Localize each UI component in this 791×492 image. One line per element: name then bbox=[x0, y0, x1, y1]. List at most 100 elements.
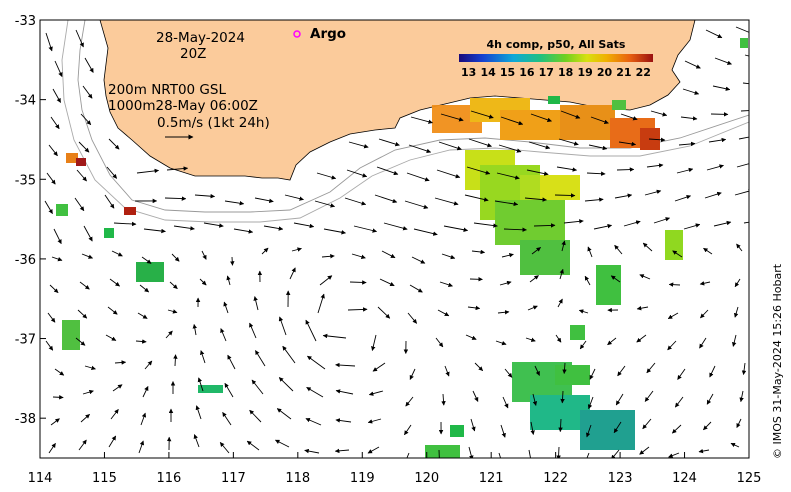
current-vector bbox=[700, 309, 709, 319]
x-tick-label: 118 bbox=[285, 471, 310, 486]
colorbar-tick-label: 21 bbox=[616, 66, 631, 79]
current-vector bbox=[142, 385, 149, 398]
colorbar-tick-label: 15 bbox=[500, 66, 515, 79]
current-vector bbox=[82, 389, 94, 395]
current-vector bbox=[615, 393, 624, 406]
current-vector bbox=[50, 418, 60, 426]
current-vector bbox=[533, 223, 556, 228]
x-tick-label: 121 bbox=[479, 471, 504, 486]
current-vector bbox=[322, 333, 347, 339]
current-vector bbox=[703, 421, 712, 431]
current-vector bbox=[164, 196, 187, 201]
current-vector bbox=[593, 223, 613, 230]
current-vector bbox=[408, 144, 432, 154]
current-vector bbox=[441, 253, 456, 260]
current-vector bbox=[166, 166, 189, 171]
current-vector bbox=[579, 340, 587, 350]
current-vector bbox=[563, 219, 584, 224]
current-vector bbox=[497, 310, 510, 315]
current-vector bbox=[200, 350, 206, 364]
current-vector bbox=[438, 141, 462, 151]
current-vector bbox=[104, 194, 115, 209]
current-vector bbox=[44, 200, 53, 214]
current-vector bbox=[735, 26, 749, 35]
current-vector bbox=[472, 390, 479, 402]
current-vector bbox=[610, 275, 621, 283]
current-vector bbox=[278, 377, 294, 392]
current-vector bbox=[173, 354, 178, 367]
current-vector bbox=[80, 113, 92, 126]
current-vector bbox=[110, 409, 119, 420]
current-vector bbox=[77, 309, 88, 319]
current-vector bbox=[713, 220, 732, 227]
current-vector bbox=[712, 85, 731, 91]
current-vector bbox=[78, 141, 90, 153]
current-vector bbox=[376, 166, 399, 176]
current-vector bbox=[500, 424, 506, 438]
current-vector bbox=[109, 278, 120, 287]
bathymetry-1000m bbox=[61, 20, 749, 223]
current-vector bbox=[249, 409, 262, 423]
current-vector bbox=[192, 323, 198, 336]
current-vector bbox=[684, 60, 701, 69]
current-vector bbox=[590, 116, 609, 124]
depth-note-line1: 200m NRT00 GSL bbox=[108, 82, 226, 98]
current-vector bbox=[504, 368, 513, 378]
current-vector bbox=[173, 225, 195, 231]
current-vector bbox=[474, 362, 484, 372]
current-vector bbox=[349, 280, 367, 285]
current-vector bbox=[317, 293, 325, 314]
current-vector bbox=[319, 275, 333, 286]
current-vector bbox=[558, 418, 563, 433]
current-vector bbox=[83, 225, 93, 242]
current-vector bbox=[668, 282, 681, 287]
current-vector bbox=[734, 189, 749, 196]
current-vector bbox=[75, 29, 84, 48]
current-vector bbox=[557, 298, 563, 308]
current-vector bbox=[676, 167, 694, 174]
current-vector bbox=[470, 418, 476, 432]
x-axis: 114 115 116 117 118 119 120 121 122 123 124 125 bbox=[28, 452, 761, 486]
current-vector bbox=[528, 141, 551, 150]
current-vector bbox=[141, 256, 152, 264]
current-vector bbox=[276, 408, 292, 420]
current-vector bbox=[467, 305, 481, 311]
current-vector bbox=[171, 253, 180, 262]
current-vector bbox=[255, 350, 266, 367]
current-vector bbox=[586, 452, 590, 458]
current-vector bbox=[108, 138, 120, 150]
colorbar-tick-label: 13 bbox=[461, 66, 476, 79]
current-vector bbox=[316, 172, 337, 180]
current-vector bbox=[646, 362, 656, 374]
current-vector bbox=[140, 412, 147, 426]
current-vector bbox=[738, 136, 749, 140]
current-vector bbox=[586, 171, 606, 176]
current-vector bbox=[348, 141, 369, 149]
current-vector bbox=[500, 116, 524, 126]
x-tick-label: 114 bbox=[28, 471, 53, 486]
current-vector bbox=[378, 138, 400, 147]
current-vector bbox=[197, 377, 204, 392]
current-vector bbox=[699, 337, 707, 349]
colorbar-tick-label: 22 bbox=[636, 66, 651, 79]
colorbar-tick-label: 20 bbox=[597, 66, 613, 79]
current-vector bbox=[731, 334, 737, 347]
x-tick-label: 124 bbox=[672, 471, 697, 486]
current-vector bbox=[108, 435, 117, 448]
current-vector bbox=[636, 305, 649, 311]
current-vector bbox=[674, 396, 684, 408]
current-vector bbox=[346, 169, 368, 178]
current-vector bbox=[740, 110, 749, 112]
credit-text: © IMOS 31-May-2024 15:26 Hobart bbox=[771, 263, 784, 459]
current-vector bbox=[75, 337, 86, 346]
y-tick-label: -33 bbox=[15, 14, 36, 29]
current-vector bbox=[351, 253, 366, 259]
current-vector bbox=[105, 334, 117, 341]
current-vector bbox=[305, 319, 317, 342]
current-vector bbox=[704, 191, 722, 199]
current-vector bbox=[674, 194, 692, 202]
y-tick-label: -38 bbox=[15, 412, 36, 427]
map-date: 28-May-2024 bbox=[156, 30, 245, 46]
x-tick-label: 120 bbox=[414, 471, 439, 486]
current-vector bbox=[613, 421, 622, 434]
